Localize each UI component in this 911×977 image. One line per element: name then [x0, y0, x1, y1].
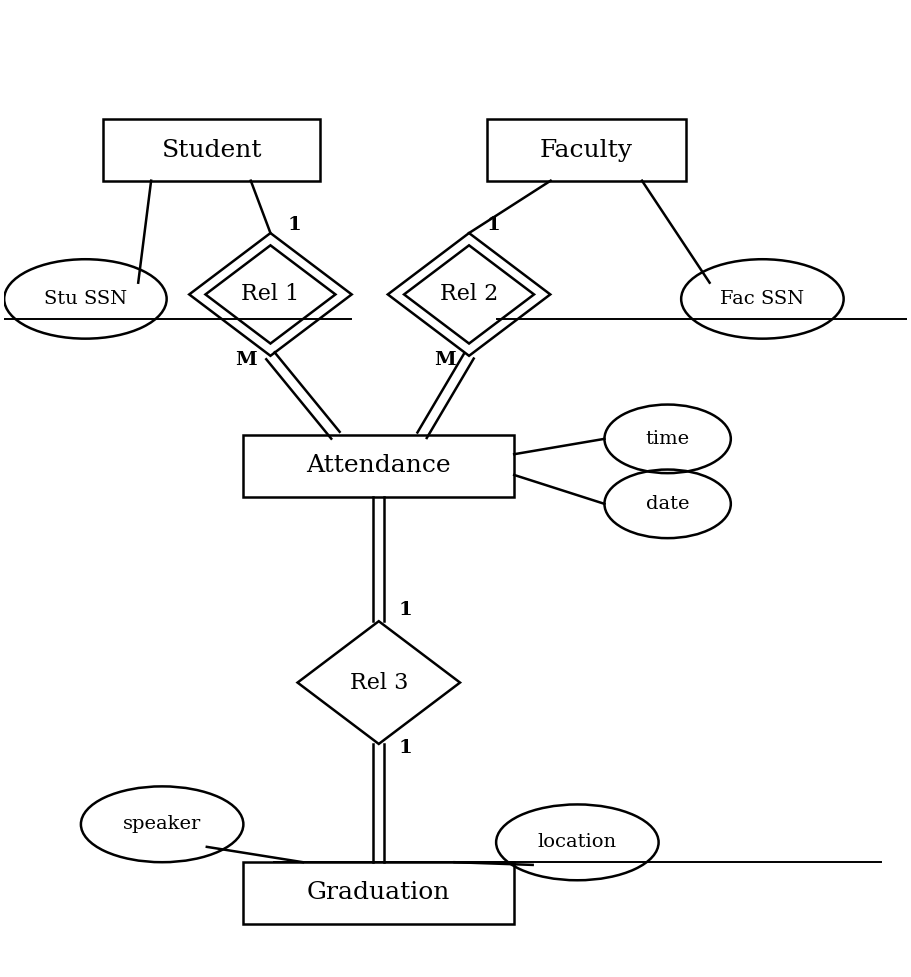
- Bar: [243, 863, 514, 923]
- Text: Rel 2: Rel 2: [440, 283, 498, 306]
- Text: Rel 3: Rel 3: [350, 671, 408, 694]
- Text: Graduation: Graduation: [307, 881, 450, 905]
- Text: 1: 1: [399, 740, 413, 757]
- Text: Student: Student: [161, 139, 262, 161]
- Text: Rel 1: Rel 1: [241, 283, 300, 306]
- Text: Fac SSN: Fac SSN: [721, 290, 804, 308]
- Text: Stu SSN: Stu SSN: [44, 290, 127, 308]
- Text: M: M: [235, 352, 257, 369]
- Text: speaker: speaker: [123, 815, 201, 833]
- Bar: [487, 119, 686, 181]
- Bar: [243, 435, 514, 496]
- Text: Attendance: Attendance: [306, 454, 451, 478]
- Text: date: date: [646, 494, 690, 513]
- Text: Faculty: Faculty: [540, 139, 633, 161]
- Text: location: location: [537, 833, 617, 851]
- Text: 1: 1: [486, 216, 500, 234]
- Bar: [104, 119, 320, 181]
- Text: 1: 1: [399, 602, 413, 619]
- Text: 1: 1: [288, 216, 302, 234]
- Text: M: M: [434, 352, 456, 369]
- Text: time: time: [646, 430, 690, 447]
